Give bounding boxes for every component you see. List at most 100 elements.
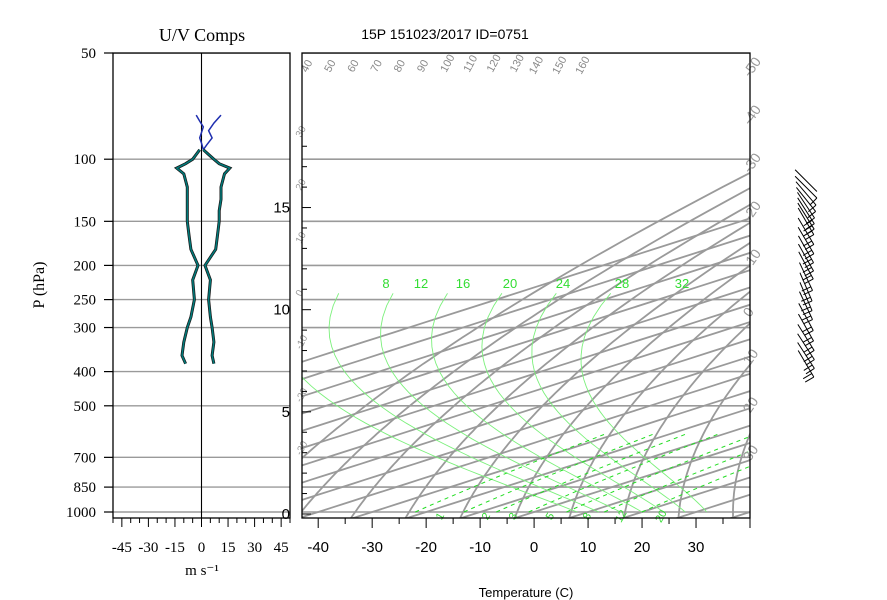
wind-barb-staff <box>798 243 814 272</box>
isotherm <box>512 441 750 518</box>
pressure-tick-label: 50 <box>81 46 96 62</box>
uv-x-tick-label: -45 <box>112 540 132 556</box>
temperature-tick-label: 10 <box>580 539 597 556</box>
mixing-ratio-line <box>415 433 607 513</box>
theta-label: 90 <box>415 58 431 74</box>
pressure-tick-label: 200 <box>74 258 97 274</box>
dry-adiabat <box>404 221 750 518</box>
temperature-tick-label: -10 <box>469 539 491 556</box>
wind-barb-column <box>794 169 818 383</box>
dry-adiabat <box>568 290 750 518</box>
isotherm <box>302 355 750 501</box>
mixing-ratio-line <box>528 433 720 513</box>
height-tick-label: 0 <box>282 506 290 523</box>
theta-label: 80 <box>392 58 408 74</box>
wind-barb-staff <box>798 303 814 331</box>
isotherm-label: -50 <box>739 54 764 80</box>
wind-barb-staff <box>797 226 815 255</box>
wind-barb-staff <box>799 282 813 311</box>
mixing-ratio-label: 12 <box>613 508 630 525</box>
isotherm <box>302 286 750 432</box>
wind-barb-staff <box>797 207 815 235</box>
dry-adiabat <box>838 19 887 520</box>
isotherm <box>350 390 750 518</box>
dry-adiabat <box>622 322 750 518</box>
moist-adiabat-label: 24 <box>556 276 570 291</box>
isotherm <box>620 476 750 518</box>
moist-adiabat <box>328 293 600 513</box>
height-tick-label: 10 <box>273 302 290 319</box>
moist-adiabat-label: 16 <box>456 276 470 291</box>
isotherm-label: -30 <box>739 150 764 176</box>
wind-barb-feather <box>803 219 813 227</box>
uv-x-tick-label: 45 <box>274 540 289 556</box>
isotherm <box>566 459 750 518</box>
moist-adiabat-label: 32 <box>675 276 689 291</box>
height-tick-label: 15 <box>273 200 290 217</box>
isotherm <box>302 338 750 484</box>
wind-barb-staff <box>797 333 815 360</box>
uv-x-tick-label: 30 <box>247 540 262 556</box>
isotherm <box>302 251 750 398</box>
isotherm <box>302 372 750 518</box>
moist-adiabat <box>302 376 578 513</box>
theta-label: 50 <box>322 58 338 74</box>
pressure-tick-label: 1000 <box>66 505 96 521</box>
skewt-background-lines <box>302 19 887 520</box>
wind-barb-staff <box>799 291 813 320</box>
wind-barb-staff <box>794 175 818 199</box>
temperature-tick-label: -40 <box>307 539 329 556</box>
wind-barb-feather <box>804 376 815 383</box>
wind-barb-staff <box>799 262 813 291</box>
uv-series-outline <box>173 148 201 365</box>
pressure-tick-label: 400 <box>74 365 97 381</box>
uv-title: U/V Comps <box>159 25 245 45</box>
isotherm-label: 0 <box>739 304 757 320</box>
wind-barb-feather <box>802 300 813 306</box>
dry-adiabat <box>302 171 750 460</box>
moist-adiabat-label: 12 <box>414 276 428 291</box>
wind-barb-staff <box>798 251 814 280</box>
uv-x-tick-label: 15 <box>221 540 236 556</box>
moist-adiabat <box>380 293 621 513</box>
uv-pressure-gridlines <box>113 53 290 518</box>
pressure-tick-label: 150 <box>74 214 97 230</box>
wind-barb-staff <box>797 324 815 351</box>
isotherm <box>404 407 750 518</box>
temperature-tick-label: -20 <box>415 539 437 556</box>
isotherm <box>674 493 750 518</box>
uv-x-tick-label: 0 <box>198 540 206 556</box>
theta-label: 160 <box>573 55 592 77</box>
wind-barb-staff <box>798 235 814 263</box>
moist-adiabat-label: 8 <box>382 276 389 291</box>
height-tick-label: 5 <box>282 404 290 421</box>
theta-label: 130 <box>508 53 527 75</box>
wind-barb-feather <box>804 278 814 285</box>
wind-barb-feather <box>802 373 813 380</box>
uv-x-tick-label: -15 <box>165 540 185 556</box>
moist-adiabat-label: 28 <box>615 276 629 291</box>
wind-barb-staff <box>797 192 815 219</box>
dry-adiabat <box>786 19 887 520</box>
isotherm <box>781 53 887 520</box>
wind-barb-staff <box>797 197 815 224</box>
temperature-tick-label: 20 <box>634 539 651 556</box>
theta-label: 70 <box>369 58 385 74</box>
mixing-ratio-line <box>463 433 655 513</box>
wind-barb-staff <box>795 187 817 212</box>
mixing-ratio-line <box>641 465 750 513</box>
isotherm <box>458 424 750 518</box>
wind-barb-staff <box>795 181 817 206</box>
pressure-tick-label: 250 <box>74 293 97 309</box>
wind-barb-staff <box>798 313 814 342</box>
pressure-axis-label: P (hPa) <box>31 262 48 309</box>
theta-label: 60 <box>345 58 361 74</box>
skewt-panel: 15P 151023/2017 ID=0751 Temperature (C) … <box>273 19 887 600</box>
wind-barb-staff <box>799 272 813 302</box>
theta-label: 120 <box>485 53 504 75</box>
isotherm <box>302 217 750 363</box>
mixing-ratio-label: 8 <box>581 511 594 522</box>
dry-adiabat <box>349 203 750 518</box>
